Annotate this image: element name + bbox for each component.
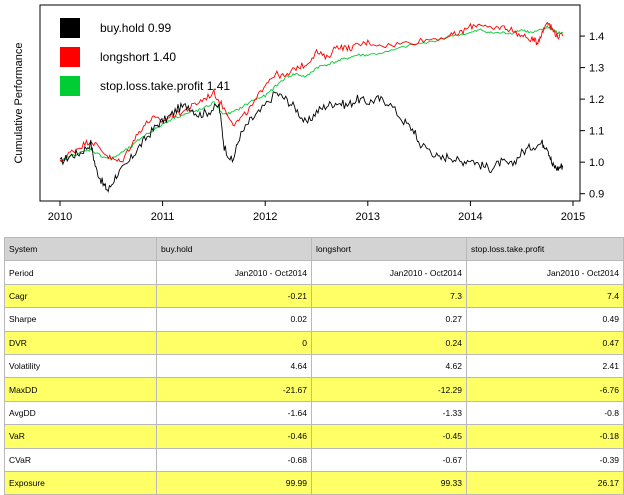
legend-swatch-buy-hold: [60, 18, 80, 38]
y-tick-label: 1.0: [589, 157, 604, 169]
legend: buy.hold 0.99 longshort 1.40 stop.loss.tak…: [60, 18, 230, 96]
legend-label-longshort: longshort 1.40: [100, 50, 176, 64]
performance-chart: 2010 2011 2012 2013 2014 2015 0.9 1.0 1.1 1.2 1.3…: [13, 4, 604, 223]
series-line-longshort: [59, 21, 564, 163]
legend-swatch-stop-loss-take-profit: [60, 76, 80, 96]
y-axis: 0.9 1.0 1.1 1.2 1.3 1.4: [580, 31, 604, 201]
table-cell: 2.41: [466, 353, 624, 379]
table-cell: 0.47: [466, 330, 624, 355]
x-tick-label: 2010: [48, 211, 72, 223]
series-line-stop-loss-take-profit: [59, 25, 564, 162]
y-tick-label: 1.1: [589, 126, 604, 138]
x-tick-label: 2012: [253, 211, 277, 223]
table-cell: Jan2010 - Oct2014: [156, 260, 312, 285]
table-cell: -0.21: [156, 283, 312, 309]
table-row-label: Period: [4, 260, 157, 285]
table-row-period: Period Jan2010 - Oct2014 Jan2010 - Oct2014…: [4, 260, 624, 285]
table-row-label: MaxDD: [4, 377, 157, 402]
table-cell: -1.33: [311, 400, 467, 426]
legend-label-buy-hold: buy.hold 0.99: [100, 21, 171, 35]
table-cell: 0.49: [466, 307, 624, 332]
table-row-dvr: DVR 0 0.24 0.47: [4, 330, 624, 355]
table-cell: -0.46: [156, 424, 312, 449]
table-row-sharpe: Sharpe 0.02 0.27 0.49: [4, 307, 624, 332]
table-row-volatility: Volatility 4.64 4.62 2.41: [4, 353, 624, 379]
y-axis-label: Cumulative Performance: [13, 42, 25, 163]
x-tick-label: 2011: [151, 211, 175, 223]
y-tick-label: 1.3: [589, 63, 604, 75]
table-header-cell: stop.loss.take.profit: [466, 236, 624, 262]
table-cell: 0.02: [156, 307, 312, 332]
series-line-buy-hold: [59, 91, 564, 193]
table-cell: -12.29: [311, 377, 467, 402]
table-row-label: CVaR: [4, 447, 157, 472]
table-cell: 99.99: [156, 470, 312, 495]
x-tick-label: 2015: [561, 211, 585, 223]
table-row-label: VaR: [4, 424, 157, 449]
table-row-label: Volatility: [4, 353, 157, 379]
table-cell: 7.4: [466, 283, 624, 309]
x-axis: 2010 2011 2012 2013 2014 2015: [48, 201, 585, 223]
table-cell: 99.33: [311, 470, 467, 495]
table-row-cagr: Cagr -0.21 7.3 7.4: [4, 283, 624, 309]
table-cell: -6.76: [466, 377, 624, 402]
table-cell: -0.8: [466, 400, 624, 426]
table-cell: -0.67: [311, 447, 467, 472]
table-cell: -0.68: [156, 447, 312, 472]
table-row-label: AvgDD: [4, 400, 157, 426]
table-cell: -0.18: [466, 424, 624, 449]
performance-table-body: System buy.hold longshort stop.loss.take.pr…: [4, 236, 624, 495]
x-tick-label: 2014: [458, 211, 482, 223]
table-cell: -1.64: [156, 400, 312, 426]
y-tick-label: 1.2: [589, 94, 604, 106]
table-cell: 0.24: [311, 330, 467, 355]
x-tick-label: 2013: [356, 211, 380, 223]
table-row-cvar: CVaR -0.68 -0.67 -0.39: [4, 447, 624, 472]
series-layer: [59, 21, 564, 193]
table-row-label: Sharpe: [4, 307, 157, 332]
table-row-exposure: Exposure 99.99 99.33 26.17: [4, 470, 624, 495]
table-cell: 4.64: [156, 353, 312, 379]
table-header-cell: longshort: [311, 236, 467, 262]
table-row-label: DVR: [4, 330, 157, 355]
table-row-label: Exposure: [4, 470, 157, 495]
y-tick-label: 0.9: [589, 189, 604, 201]
table-row-var: VaR -0.46 -0.45 -0.18: [4, 424, 624, 449]
legend-label-stop-loss-take-profit: stop.loss.take.profit 1.41: [100, 79, 230, 93]
table-row-avgdd: AvgDD -1.64 -1.33 -0.8: [4, 400, 624, 426]
table-cell: 0: [156, 330, 312, 355]
table-cell: -0.39: [466, 447, 624, 472]
table-row-label: Cagr: [4, 283, 157, 309]
table-cell: Jan2010 - Oct2014: [311, 260, 467, 285]
performance-table: System buy.hold longshort stop.loss.take.pr…: [4, 236, 624, 495]
table-row-maxdd: MaxDD -21.67 -12.29 -6.76: [4, 377, 624, 402]
table-cell: -0.45: [311, 424, 467, 449]
table-cell: 0.27: [311, 307, 467, 332]
table-header-cell: System: [4, 236, 157, 262]
table-cell: Jan2010 - Oct2014: [466, 260, 624, 285]
table-cell: 26.17: [466, 470, 624, 495]
table-cell: -21.67: [156, 377, 312, 402]
table-cell: 4.62: [311, 353, 467, 379]
table-header-row: System buy.hold longshort stop.loss.take.pr…: [4, 236, 624, 262]
plot-frame: [39, 4, 581, 202]
legend-swatch-longshort: [60, 47, 80, 67]
table-cell: 7.3: [311, 283, 467, 309]
table-header-cell: buy.hold: [156, 236, 312, 262]
y-tick-label: 1.4: [589, 31, 604, 43]
